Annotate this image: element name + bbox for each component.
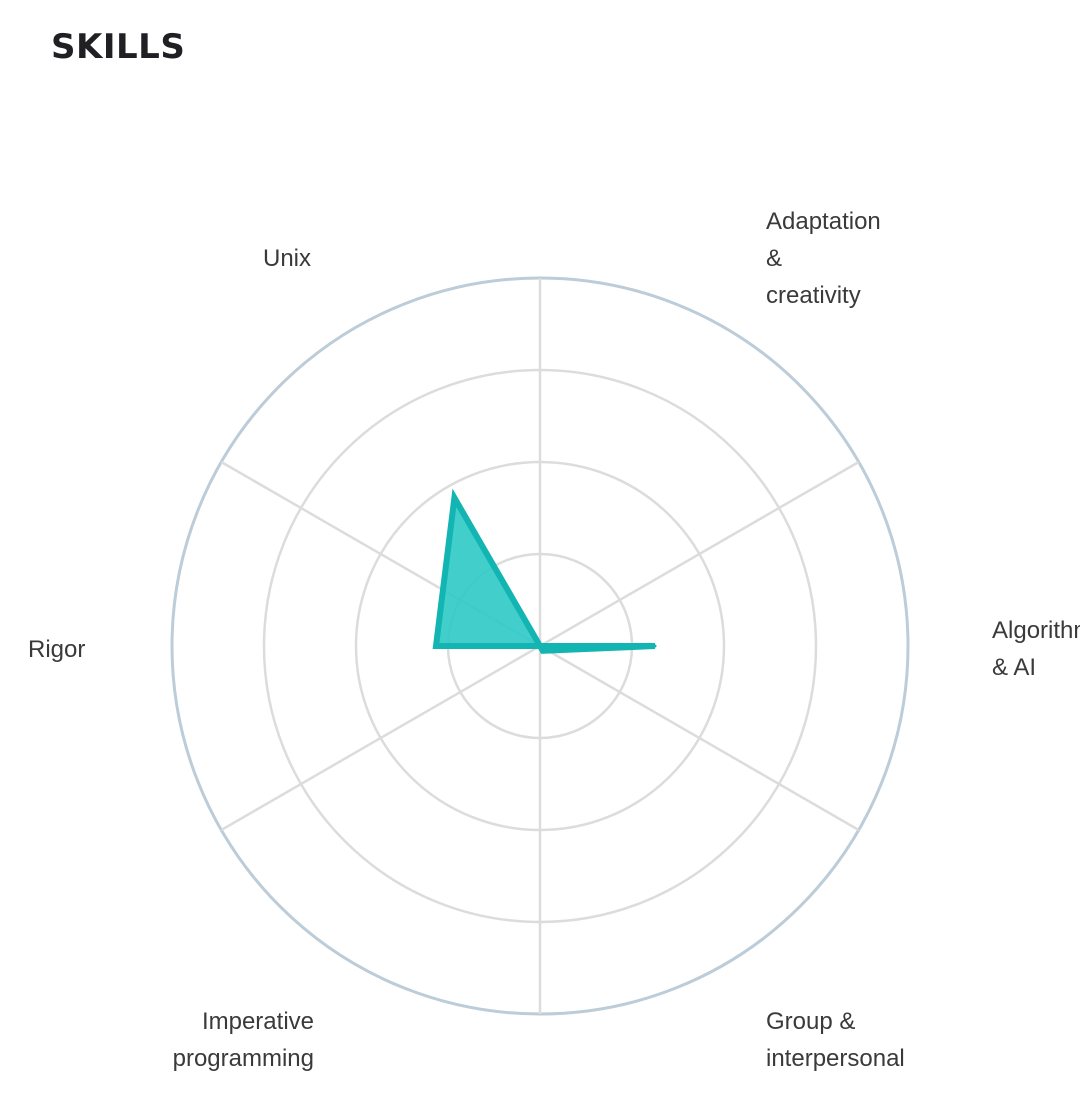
axis-label-4: Rigor — [28, 636, 85, 663]
data-point-4 — [434, 644, 438, 648]
data-series — [432, 488, 657, 654]
axis-label-3: Imperative programming — [173, 1008, 314, 1072]
data-point-1 — [653, 644, 657, 648]
axis-labels: Adaptation&creativity Algorithmics& AI Gro… — [28, 208, 1080, 1072]
grid-spoke-1 — [539, 460, 860, 648]
series-area — [432, 488, 656, 654]
axis-label-5: Unix — [263, 245, 311, 272]
axis-label-0: Adaptation & creativity — [766, 208, 881, 309]
grid-spoke-2 — [539, 644, 860, 832]
grid-spoke-4 — [220, 644, 541, 832]
axis-label-2: Group & interpersonal — [766, 1008, 905, 1072]
data-point-2 — [541, 649, 545, 653]
page-title: SKILLS — [51, 27, 186, 67]
data-point-3 — [538, 644, 542, 648]
axis-label-1: Algorithmics& AI — [992, 617, 1080, 681]
data-point-5 — [452, 496, 456, 500]
